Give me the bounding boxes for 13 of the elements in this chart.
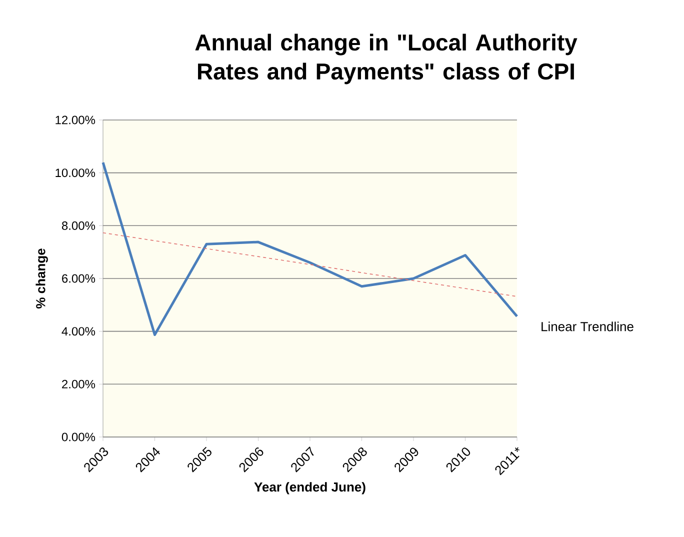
chart-title: Annual change in "Local Authority Rates and Payments" class of CPI [195, 34, 578, 84]
y-tick-label: 12.00% [56, 116, 96, 124]
y-tick-label: 10.00% [56, 168, 96, 178]
y-axis-title: % change [36, 248, 48, 308]
y-tick-label: 4.00% [62, 327, 96, 336]
line-series [102, 232, 518, 297]
y-tick-label: 8.00% [62, 221, 96, 230]
line-series [102, 161, 518, 336]
y-tick-label: 6.00% [62, 274, 96, 283]
text: Linear Trendline [542, 322, 634, 332]
y-tick-label: 0.00% [62, 432, 96, 442]
y-tick-label: 2.00% [62, 380, 96, 388]
x-axis-title: Year (ended June) [254, 482, 366, 494]
